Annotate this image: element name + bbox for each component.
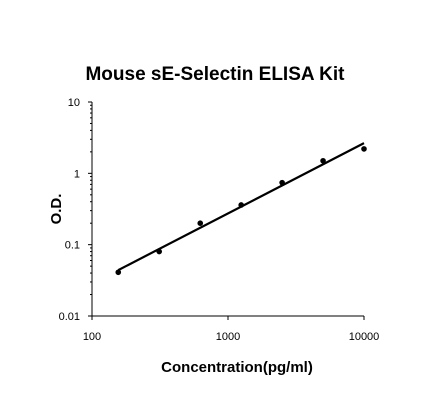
data-point (156, 248, 163, 255)
y-tick-label: 1 (74, 168, 80, 180)
y-tick-label: 0.1 (65, 240, 80, 252)
y-ticks: 10 1 0.1 0.01 (59, 97, 92, 323)
y-tick-label: 10 (68, 97, 80, 109)
y-tick-label: 0.01 (59, 311, 80, 323)
data-points (115, 146, 367, 276)
y-axis-label: O.D. (48, 194, 65, 225)
x-axis-label: Concentration(pg/ml) (161, 359, 313, 376)
x-axis: 100 1000 10000 (83, 315, 379, 343)
x-tick-label: 10000 (349, 331, 380, 343)
x-tick-label: 1000 (216, 331, 240, 343)
data-point (115, 269, 122, 276)
x-tick-label: 100 (83, 331, 101, 343)
data-point (238, 202, 244, 208)
x-ticks: 100 1000 10000 (83, 316, 379, 343)
data-point (279, 179, 285, 186)
chart-title: Mouse sE-Selectin ELISA Kit (85, 64, 345, 85)
data-point (361, 146, 367, 152)
data-point (197, 220, 204, 226)
data-point (320, 157, 326, 164)
y-axis: 10 1 0.1 0.01 (59, 97, 93, 323)
